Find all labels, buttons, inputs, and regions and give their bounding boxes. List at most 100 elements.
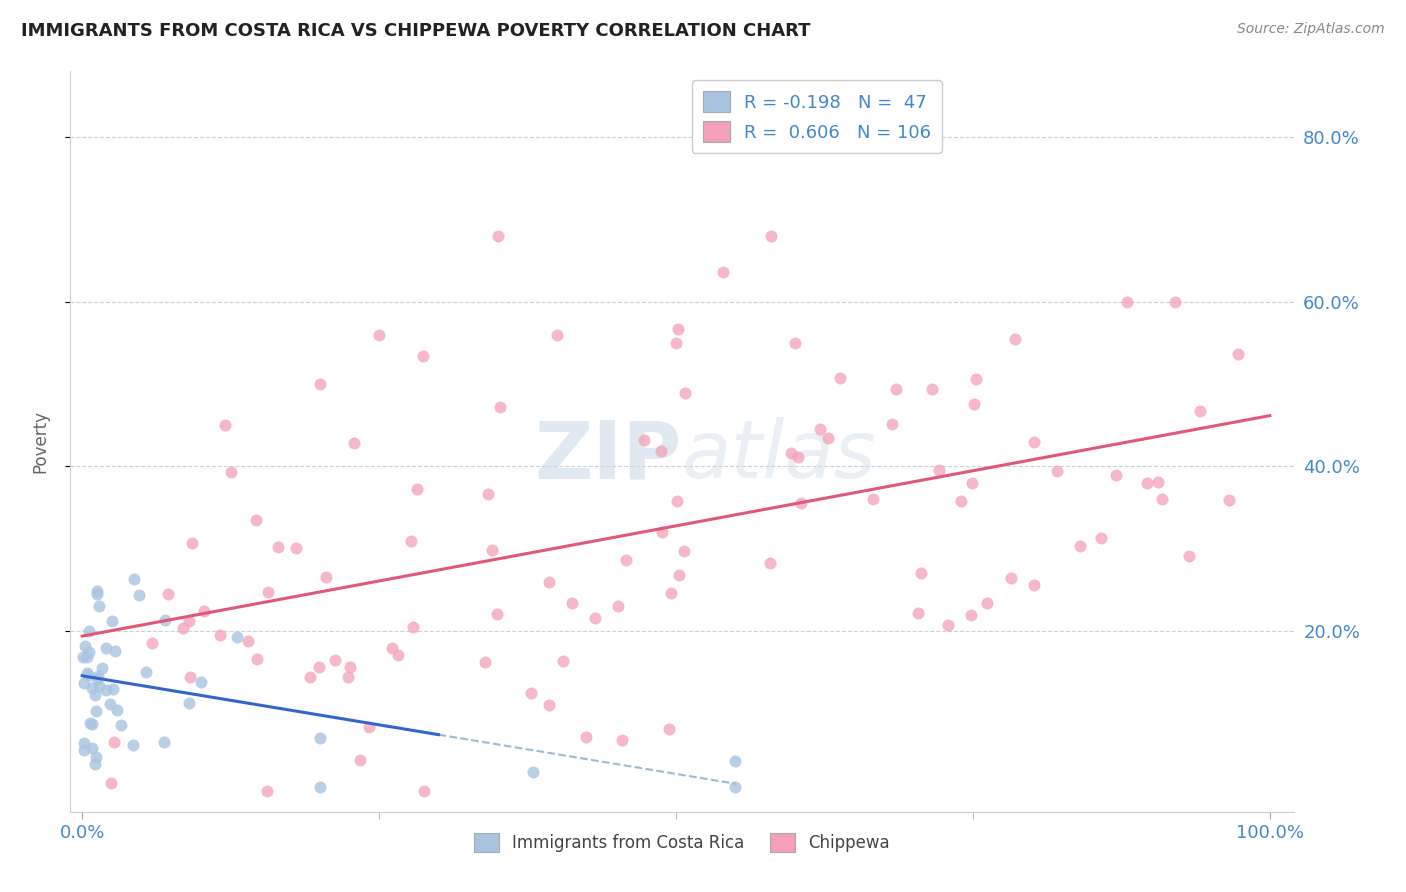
Point	[77, 624, 100, 639]
Point	[606, 599, 628, 614]
Point	[308, 376, 330, 391]
Point	[711, 265, 734, 279]
Point	[1116, 294, 1139, 309]
Point	[519, 686, 541, 700]
Point	[651, 524, 673, 539]
Point	[96, 640, 118, 655]
Point	[308, 731, 330, 746]
Point	[406, 482, 429, 496]
Point	[76, 666, 98, 681]
Point	[960, 475, 983, 490]
Point	[884, 382, 907, 396]
Point	[1189, 403, 1212, 417]
Point	[86, 673, 108, 687]
Point	[612, 732, 634, 747]
Point	[342, 436, 364, 450]
Point	[190, 674, 212, 689]
Point	[928, 463, 950, 477]
Point	[910, 566, 932, 581]
Point	[72, 650, 94, 665]
Point	[105, 703, 128, 717]
Point	[101, 614, 124, 628]
Point	[152, 735, 174, 749]
Point	[976, 596, 998, 610]
Point	[76, 649, 98, 664]
Text: Source: ZipAtlas.com: Source: ZipAtlas.com	[1237, 22, 1385, 37]
Point	[963, 397, 986, 411]
Point	[156, 587, 179, 601]
Point	[665, 335, 688, 350]
Legend: Immigrants from Costa Rica, Chippewa: Immigrants from Costa Rica, Chippewa	[467, 826, 897, 859]
Point	[84, 750, 107, 764]
Point	[399, 533, 422, 548]
Point	[103, 644, 125, 658]
Point	[79, 645, 101, 659]
Point	[522, 765, 544, 780]
Point	[1046, 464, 1069, 478]
Point	[787, 450, 810, 464]
Point	[89, 679, 111, 693]
Point	[724, 754, 747, 768]
Point	[561, 596, 583, 610]
Point	[387, 648, 409, 663]
Point	[1147, 475, 1170, 490]
Point	[489, 400, 512, 414]
Point	[82, 740, 104, 755]
Point	[172, 621, 194, 635]
Text: ZIP: ZIP	[534, 417, 682, 495]
Text: atlas: atlas	[682, 417, 877, 495]
Point	[673, 386, 696, 401]
Point	[907, 606, 929, 620]
Point	[155, 613, 177, 627]
Point	[658, 723, 681, 737]
Point	[965, 372, 987, 386]
Point	[128, 588, 150, 602]
Point	[308, 780, 330, 794]
Point	[575, 731, 598, 745]
Point	[246, 652, 269, 666]
Point	[298, 670, 321, 684]
Point	[486, 228, 509, 243]
Point	[141, 635, 163, 649]
Point	[1105, 468, 1128, 483]
Point	[551, 654, 574, 668]
Point	[1022, 577, 1045, 591]
Point	[323, 653, 346, 667]
Point	[583, 611, 606, 625]
Point	[880, 417, 903, 431]
Point	[86, 587, 108, 601]
Point	[790, 496, 813, 510]
Point	[614, 552, 637, 566]
Point	[474, 655, 496, 669]
Point	[267, 540, 290, 554]
Point	[633, 433, 655, 447]
Point	[209, 627, 232, 641]
Point	[780, 445, 803, 459]
Point	[82, 681, 104, 695]
Point	[225, 631, 247, 645]
Point	[537, 698, 560, 712]
Point	[257, 585, 280, 599]
Point	[349, 753, 371, 767]
Point	[650, 444, 672, 458]
Point	[135, 665, 157, 679]
Point	[87, 669, 110, 683]
Point	[315, 570, 337, 584]
Point	[339, 660, 361, 674]
Point	[724, 780, 747, 794]
Point	[84, 705, 107, 719]
Point	[1150, 491, 1173, 506]
Point	[103, 681, 125, 696]
Point	[90, 661, 112, 675]
Point	[87, 599, 110, 613]
Point	[546, 327, 568, 342]
Point	[83, 757, 105, 772]
Point	[1090, 531, 1112, 545]
Point	[103, 735, 125, 749]
Point	[1069, 539, 1091, 553]
Point	[236, 633, 259, 648]
Point	[359, 720, 381, 734]
Point	[193, 604, 215, 618]
Point	[960, 608, 983, 623]
Point	[381, 640, 404, 655]
